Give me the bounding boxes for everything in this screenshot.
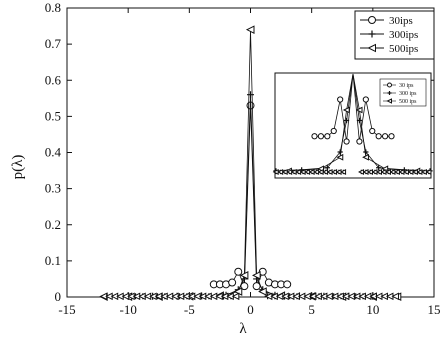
baseline-point [391, 292, 399, 301]
inset-point [336, 153, 344, 161]
inset-legend-label: 500 ips [399, 99, 417, 105]
inset-point [375, 133, 382, 140]
data-point [240, 282, 249, 291]
inset-point [337, 149, 343, 155]
inset-legend-marker [386, 98, 392, 104]
inset-point [363, 149, 369, 155]
legend-label: 300ips [389, 29, 418, 41]
inset-point [311, 133, 318, 140]
x-tick-label: 15 [428, 302, 441, 317]
y-tick-label: 0.3 [45, 181, 61, 196]
inset-point [317, 133, 325, 140]
inset-point [324, 133, 331, 140]
legend-label: 30ips [389, 15, 413, 27]
inset-point [342, 106, 350, 114]
data-point [245, 25, 255, 34]
y-tick-label: 0.1 [45, 253, 61, 268]
y-tick-label: 0.5 [45, 108, 61, 123]
inset-point [362, 153, 369, 161]
inset-point [381, 133, 389, 140]
inset-point [355, 106, 363, 114]
legend-marker [367, 43, 376, 53]
inset-legend-label: 300 ips [399, 91, 417, 97]
x-tick-label: -5 [184, 302, 195, 317]
inset-baseline-point [340, 168, 347, 175]
y-tick-label: 0 [55, 289, 62, 304]
legend: 30ips 300ips 500ips [354, 10, 435, 60]
y-tick-label: 0.8 [45, 0, 61, 15]
data-point [234, 267, 243, 276]
y-tick-label: 0.7 [45, 36, 62, 51]
inset-series-2 [272, 73, 432, 175]
inset-legend-marker [387, 82, 392, 88]
x-tick-label: 5 [308, 302, 315, 317]
data-point [239, 271, 249, 280]
data-point [251, 271, 261, 280]
x-tick-label: 0 [247, 302, 254, 317]
x-tick-label: -15 [58, 302, 75, 317]
data-point [258, 287, 267, 296]
inset-baseline-point [425, 168, 432, 175]
inset-legend-marker [387, 91, 392, 95]
y-tick-label: 0.2 [45, 217, 61, 232]
x-tick-label: -10 [119, 302, 136, 317]
inset-point [337, 96, 344, 103]
legend-label: 500ips [389, 43, 418, 55]
inset-plot: 30 ips 300 ips 500 ips [272, 72, 433, 179]
baseline-point [231, 292, 240, 301]
inset-point [343, 138, 350, 145]
inset-line [288, 73, 418, 172]
tick-labels: -15 -10 -5 0 5 10 15 0 0.1 0.2 0.3 0.4 0.5 0.6 0.7 0.8 [45, 0, 441, 317]
inset-point [356, 138, 363, 145]
inset-legend: 30 ips 300 ips 500 ips [379, 78, 427, 107]
inset-point [376, 165, 382, 171]
inset-point [369, 127, 376, 135]
series-layer [99, 25, 402, 301]
y-tick-label: 0.4 [45, 145, 62, 160]
inset-point [330, 127, 337, 135]
legend-marker [368, 30, 376, 38]
x-tick-label: 10 [366, 302, 379, 317]
inset-series-0 [311, 73, 395, 145]
series-2 [99, 25, 402, 301]
inset-legend-label: 30 ips [399, 83, 414, 89]
data-point [247, 91, 254, 99]
data-point [228, 278, 237, 287]
y-tick-label: 0.6 [45, 72, 62, 87]
y-axis-label: p(λ) [10, 155, 26, 180]
x-axis-label: λ [239, 321, 247, 337]
data-point [283, 280, 292, 289]
legend-marker [368, 16, 376, 24]
inset-series [272, 73, 433, 175]
data-point [252, 282, 261, 291]
inset-point [362, 96, 369, 103]
inset-point [388, 133, 395, 140]
